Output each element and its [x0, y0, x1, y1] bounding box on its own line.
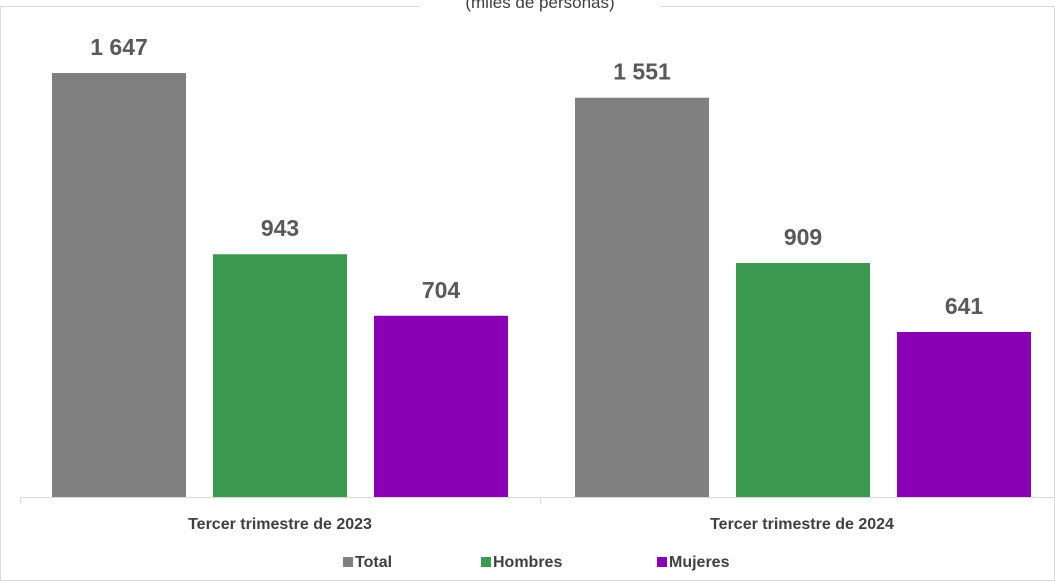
legend: Total Hombres Mujeres — [343, 554, 730, 571]
legend-swatch-total — [343, 557, 353, 567]
category-label-1: Tercer trimestre de 2023 — [188, 516, 372, 533]
bar-hombres-2 — [736, 262, 870, 497]
data-label-hombres-1: 943 — [261, 215, 299, 241]
bars-layer — [52, 73, 1031, 498]
data-label-mujeres-1: 704 — [422, 277, 461, 303]
bar-hombres-1 — [213, 254, 347, 497]
legend-label-hombres: Hombres — [493, 554, 562, 571]
legend-swatch-mujeres — [657, 557, 667, 567]
legend-label-mujeres: Mujeres — [669, 554, 730, 571]
bar-mujeres-2 — [897, 331, 1031, 497]
data-label-hombres-2: 909 — [784, 224, 822, 250]
bar-total-2 — [575, 97, 709, 498]
category-labels-layer: Tercer trimestre de 2023 Tercer trimestre… — [188, 516, 894, 533]
chart-subtitle: (miles de personas) — [465, 0, 614, 12]
subtitle-mask — [420, 0, 660, 14]
data-label-mujeres-2: 641 — [945, 293, 984, 319]
bar-total-1 — [52, 73, 186, 497]
data-label-total-2: 1 551 — [613, 59, 671, 85]
legend-item-mujeres: Mujeres — [657, 554, 730, 571]
bar-mujeres-1 — [374, 315, 508, 497]
data-label-total-1: 1 647 — [90, 34, 148, 60]
legend-swatch-hombres — [481, 557, 491, 567]
legend-label-total: Total — [355, 554, 392, 571]
category-label-2: Tercer trimestre de 2024 — [710, 516, 894, 533]
legend-item-total: Total — [343, 554, 392, 571]
data-labels-layer: 1 647 943 704 1 551 909 641 — [90, 34, 983, 319]
legend-item-hombres: Hombres — [481, 554, 562, 571]
